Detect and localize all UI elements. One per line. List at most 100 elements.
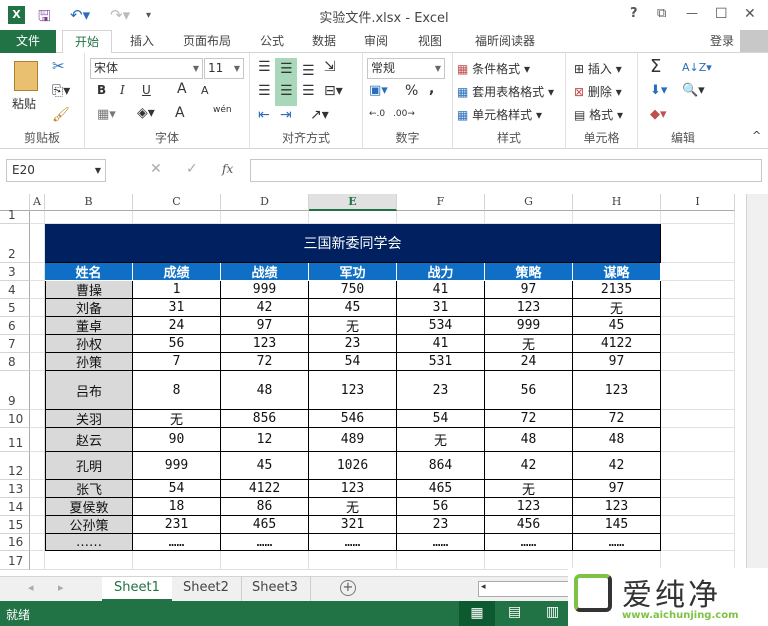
data-cell[interactable]: 72: [573, 410, 661, 428]
scroll-prev-sheet-icon[interactable]: ◂: [28, 581, 34, 594]
empty-cell[interactable]: [30, 452, 45, 480]
data-cell[interactable]: 90: [133, 428, 221, 452]
align-right-icon[interactable]: ☰: [302, 83, 315, 99]
empty-cell[interactable]: [30, 498, 45, 516]
column-header-d[interactable]: D: [221, 194, 309, 211]
clear-icon[interactable]: ◆▾: [650, 107, 667, 122]
delete-cells-button[interactable]: ⊠ 删除 ▾: [574, 85, 622, 99]
data-cell[interactable]: 97: [573, 480, 661, 498]
column-header-f[interactable]: F: [397, 194, 485, 211]
align-left-icon[interactable]: ☰: [258, 83, 271, 99]
name-cell[interactable]: 刘备: [45, 299, 133, 317]
empty-cell[interactable]: [661, 224, 735, 263]
page-break-preview-icon[interactable]: ▥: [546, 604, 560, 620]
data-cell[interactable]: 546: [309, 410, 397, 428]
paste-icon[interactable]: [14, 61, 38, 91]
empty-cell[interactable]: [661, 516, 735, 534]
minimize-button[interactable]: —: [686, 6, 698, 20]
worksheet-grid[interactable]: A B C D E F G H I 1 2 3 4 5 6 7 8 9 10 11 12 13 14 15 16 17 三国新委同学…: [0, 194, 746, 576]
row-header-13[interactable]: 13: [0, 480, 30, 498]
data-cell[interactable]: 18: [133, 498, 221, 516]
empty-cell[interactable]: [30, 534, 45, 551]
name-cell[interactable]: 孙权: [45, 335, 133, 353]
empty-cell[interactable]: [30, 480, 45, 498]
sign-in-link[interactable]: 登录: [709, 34, 734, 48]
format-as-table-button[interactable]: ▦ 套用表格格式 ▾: [457, 85, 555, 99]
empty-cell[interactable]: [661, 299, 735, 317]
tab-review[interactable]: 审阅: [363, 34, 388, 48]
tab-formulas[interactable]: 公式: [259, 34, 284, 48]
data-cell[interactable]: 97: [485, 281, 573, 299]
name-cell[interactable]: 曹操: [45, 281, 133, 299]
column-header-a[interactable]: A: [30, 194, 45, 211]
insert-function-button[interactable]: fx: [222, 162, 234, 176]
scroll-next-sheet-icon[interactable]: ▸: [58, 581, 64, 594]
data-cell[interactable]: 无: [485, 480, 573, 498]
bottom-align-icon[interactable]: ☰: [302, 63, 315, 79]
empty-cell[interactable]: [661, 428, 735, 452]
name-box[interactable]: E20 ▼: [6, 159, 106, 182]
decrease-decimal-icon[interactable]: .00→: [393, 109, 415, 119]
row-header-11[interactable]: 11: [0, 428, 30, 452]
data-cell[interactable]: 145: [573, 516, 661, 534]
column-header-c[interactable]: C: [133, 194, 221, 211]
data-cell[interactable]: 23: [397, 516, 485, 534]
data-cell[interactable]: 465: [221, 516, 309, 534]
data-cell[interactable]: 531: [397, 353, 485, 371]
row-header-12[interactable]: 12: [0, 452, 30, 480]
table-header-cell[interactable]: 成绩: [133, 263, 221, 281]
data-cell[interactable]: 48: [221, 371, 309, 410]
row-header-7[interactable]: 7: [0, 335, 30, 353]
data-cell[interactable]: 31: [397, 299, 485, 317]
empty-cell[interactable]: [45, 551, 133, 570]
data-cell[interactable]: 45: [309, 299, 397, 317]
increase-decimal-icon[interactable]: ←.0: [369, 109, 386, 119]
data-cell[interactable]: ……: [485, 534, 573, 551]
borders-icon[interactable]: ▦▾: [97, 107, 116, 122]
row-header-15[interactable]: 15: [0, 516, 30, 534]
data-cell[interactable]: 42: [485, 452, 573, 480]
empty-cell[interactable]: [397, 211, 485, 224]
paste-button[interactable]: 粘贴: [12, 97, 37, 111]
data-cell[interactable]: 750: [309, 281, 397, 299]
empty-cell[interactable]: [661, 335, 735, 353]
formula-input[interactable]: [250, 159, 762, 182]
table-header-cell[interactable]: 军功: [309, 263, 397, 281]
increase-font-size-button[interactable]: A: [177, 81, 187, 97]
empty-cell[interactable]: [30, 263, 45, 281]
data-cell[interactable]: 无: [485, 335, 573, 353]
empty-cell[interactable]: [133, 211, 221, 224]
tab-view[interactable]: 视图: [417, 34, 442, 48]
name-cell[interactable]: 张飞: [45, 480, 133, 498]
sort-filter-icon[interactable]: A↓Z▾: [682, 61, 712, 74]
horizontal-scrollbar[interactable]: ◂: [478, 581, 578, 597]
format-cells-button[interactable]: ▤ 格式 ▾: [574, 108, 624, 122]
empty-cell[interactable]: [661, 263, 735, 281]
percent-style-button[interactable]: %: [405, 83, 419, 99]
data-cell[interactable]: 856: [221, 410, 309, 428]
empty-cell[interactable]: [485, 211, 573, 224]
data-cell[interactable]: ……: [221, 534, 309, 551]
data-cell[interactable]: 24: [485, 353, 573, 371]
data-cell[interactable]: ……: [397, 534, 485, 551]
name-cell[interactable]: 公孙策: [45, 516, 133, 534]
close-button[interactable]: ✕: [744, 6, 756, 22]
italic-button[interactable]: I: [120, 83, 125, 97]
row-header-6[interactable]: 6: [0, 317, 30, 335]
empty-cell[interactable]: [661, 498, 735, 516]
data-cell[interactable]: 4122: [573, 335, 661, 353]
data-cell[interactable]: 534: [397, 317, 485, 335]
cut-icon[interactable]: ✂: [52, 57, 65, 75]
empty-cell[interactable]: [221, 211, 309, 224]
data-cell[interactable]: 42: [573, 452, 661, 480]
data-cell[interactable]: 72: [485, 410, 573, 428]
data-cell[interactable]: 无: [133, 410, 221, 428]
empty-cell[interactable]: [30, 335, 45, 353]
data-cell[interactable]: 23: [309, 335, 397, 353]
table-header-cell[interactable]: 战绩: [221, 263, 309, 281]
fill-icon[interactable]: ⬇▾: [650, 83, 668, 98]
empty-cell[interactable]: [485, 551, 573, 570]
select-all-corner[interactable]: [0, 194, 30, 211]
fill-color-icon[interactable]: ◈▾: [137, 105, 155, 121]
data-cell[interactable]: 45: [221, 452, 309, 480]
